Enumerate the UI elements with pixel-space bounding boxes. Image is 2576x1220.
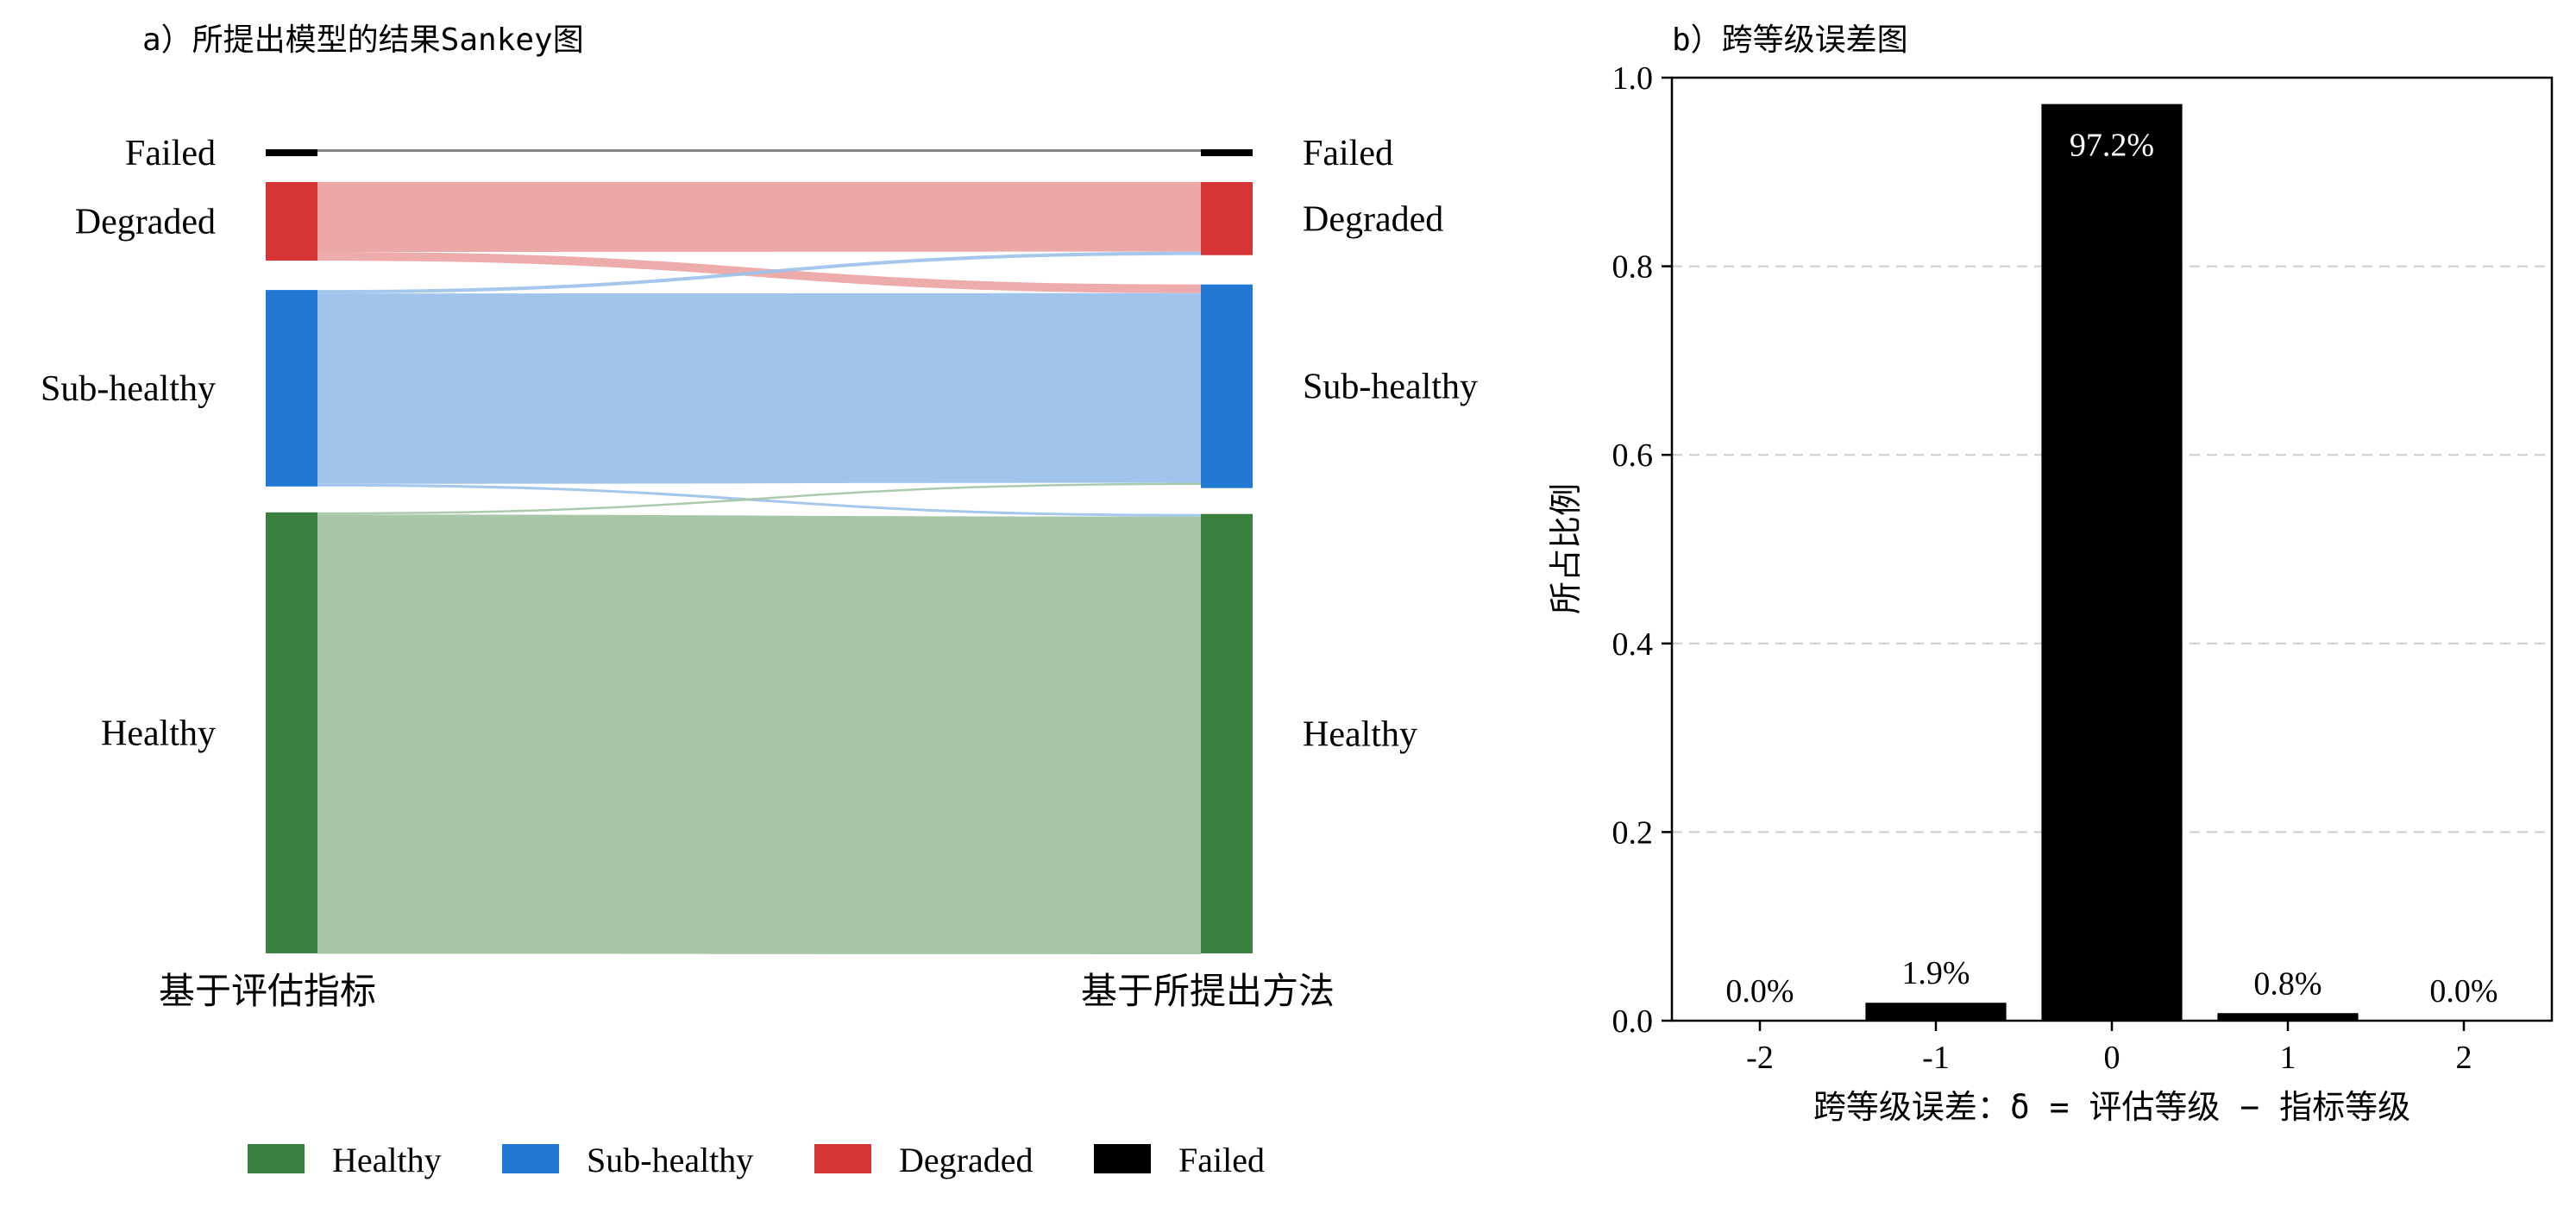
sankey-left-axis-label: 基于评估指标	[159, 972, 376, 1012]
sankey-title: a）所提出模型的结果Sankey图	[142, 22, 584, 58]
x-tick-label-1: 1	[2280, 1040, 2296, 1076]
legend-swatch-sub_healthy	[502, 1144, 559, 1173]
sankey-label-right-healthy: Healthy	[1303, 714, 1417, 754]
sankey-labels: Failed Failed Degraded Degraded Sub-healthy S…	[41, 134, 1478, 754]
sankey-label-left-failed: Failed	[125, 134, 216, 173]
bar-data-label-1: 0.8%	[2253, 965, 2322, 1002]
sankey-node-left-degraded	[266, 182, 317, 261]
bar-title: b）跨等级误差图	[1672, 22, 1908, 58]
bar-1	[2217, 1013, 2359, 1021]
sankey-label-right-failed: Failed	[1303, 134, 1393, 173]
sankey-flow-failed-to-failed	[317, 149, 1201, 153]
y-tick-label-4: 0.8	[1612, 249, 1654, 286]
sankey-node-left-sub_healthy	[266, 290, 317, 487]
legend-label-degraded: Degraded	[899, 1141, 1033, 1179]
legend-label-healthy: Healthy	[332, 1141, 442, 1179]
bar-data-label--2: 0.0%	[1725, 973, 1794, 1009]
sankey-node-right-failed	[1201, 149, 1253, 156]
sankey-node-right-degraded	[1201, 182, 1253, 255]
sankey-flow-sub_healthy-to-healthy	[317, 483, 1201, 517]
sankey-label-right-sub_healthy: Sub-healthy	[1303, 368, 1478, 407]
legend: Healthy Sub-healthy Degraded Failed	[248, 1141, 1265, 1179]
bar-data-label--1: 1.9%	[1901, 955, 1970, 991]
y-tick-label-2: 0.4	[1612, 626, 1654, 663]
bar--1	[1865, 1003, 2007, 1021]
sankey-flow-sub_healthy-to-sub_healthy	[317, 292, 1201, 484]
y-tick-label-1: 0.2	[1612, 814, 1654, 851]
bar-panel: b）跨等级误差图 0.0% 1.9% 97.2% 0.8% 0.0% 0.0 0.2 0.4…	[1549, 22, 2554, 1126]
y-axis-label: 所占比例	[1549, 483, 1585, 614]
sankey-right-axis-label: 基于所提出方法	[1081, 972, 1335, 1012]
sankey-node-left-failed	[266, 149, 317, 156]
legend-label-failed: Failed	[1178, 1141, 1265, 1179]
x-tick-label--1: -1	[1922, 1040, 1950, 1076]
legend-swatch-degraded	[814, 1144, 871, 1173]
y-tick-label-0: 0.0	[1612, 1003, 1654, 1040]
x-tick-label-0: 0	[2104, 1040, 2120, 1076]
sankey-flow-healthy-to-sub_healthy	[317, 482, 1201, 515]
sankey-node-right-sub_healthy	[1201, 284, 1253, 488]
x-tick-label-2: 2	[2456, 1040, 2472, 1076]
bar-data-label-0: 97.2%	[2070, 128, 2154, 164]
sankey-label-left-healthy: Healthy	[101, 714, 216, 753]
legend-swatch-failed	[1094, 1144, 1151, 1173]
y-tick-label-3: 0.6	[1612, 437, 1654, 474]
bar-data-labels: 0.0% 1.9% 97.2% 0.8% 0.0%	[1725, 128, 2497, 1009]
y-tick-label-5: 1.0	[1612, 60, 1654, 97]
x-axis-ticks: -2 -1 0 1 2	[1746, 1021, 2472, 1076]
sankey-node-left-healthy	[266, 512, 317, 953]
sankey-flow-healthy-to-healthy	[317, 514, 1201, 954]
bar-0	[2041, 104, 2183, 1021]
sankey-flows	[317, 149, 1201, 954]
y-axis-ticks: 0.0 0.2 0.4 0.6 0.8 1.0	[1612, 60, 1672, 1040]
sankey-flow-sub_healthy-to-degraded	[317, 251, 1201, 294]
sankey-label-left-sub_healthy: Sub-healthy	[41, 369, 216, 409]
x-tick-label--2: -2	[1746, 1040, 1774, 1076]
sankey-node-right-healthy	[1201, 513, 1253, 953]
x-axis-label: 跨等级误差：δ = 评估等级 − 指标等级	[1813, 1088, 2410, 1126]
sankey-nodes	[266, 149, 1253, 953]
sankey-flow-degraded-to-degraded	[317, 182, 1201, 252]
bar-data-label-2: 0.0%	[2429, 973, 2497, 1009]
sankey-panel: a）所提出模型的结果Sankey图 Failed Failed Degraded De…	[41, 22, 1478, 1179]
bar-marks	[1865, 104, 2359, 1021]
legend-swatch-healthy	[248, 1144, 305, 1173]
legend-label-sub_healthy: Sub-healthy	[587, 1141, 753, 1179]
sankey-label-right-degraded: Degraded	[1303, 199, 1443, 239]
sankey-label-left-degraded: Degraded	[75, 203, 216, 242]
